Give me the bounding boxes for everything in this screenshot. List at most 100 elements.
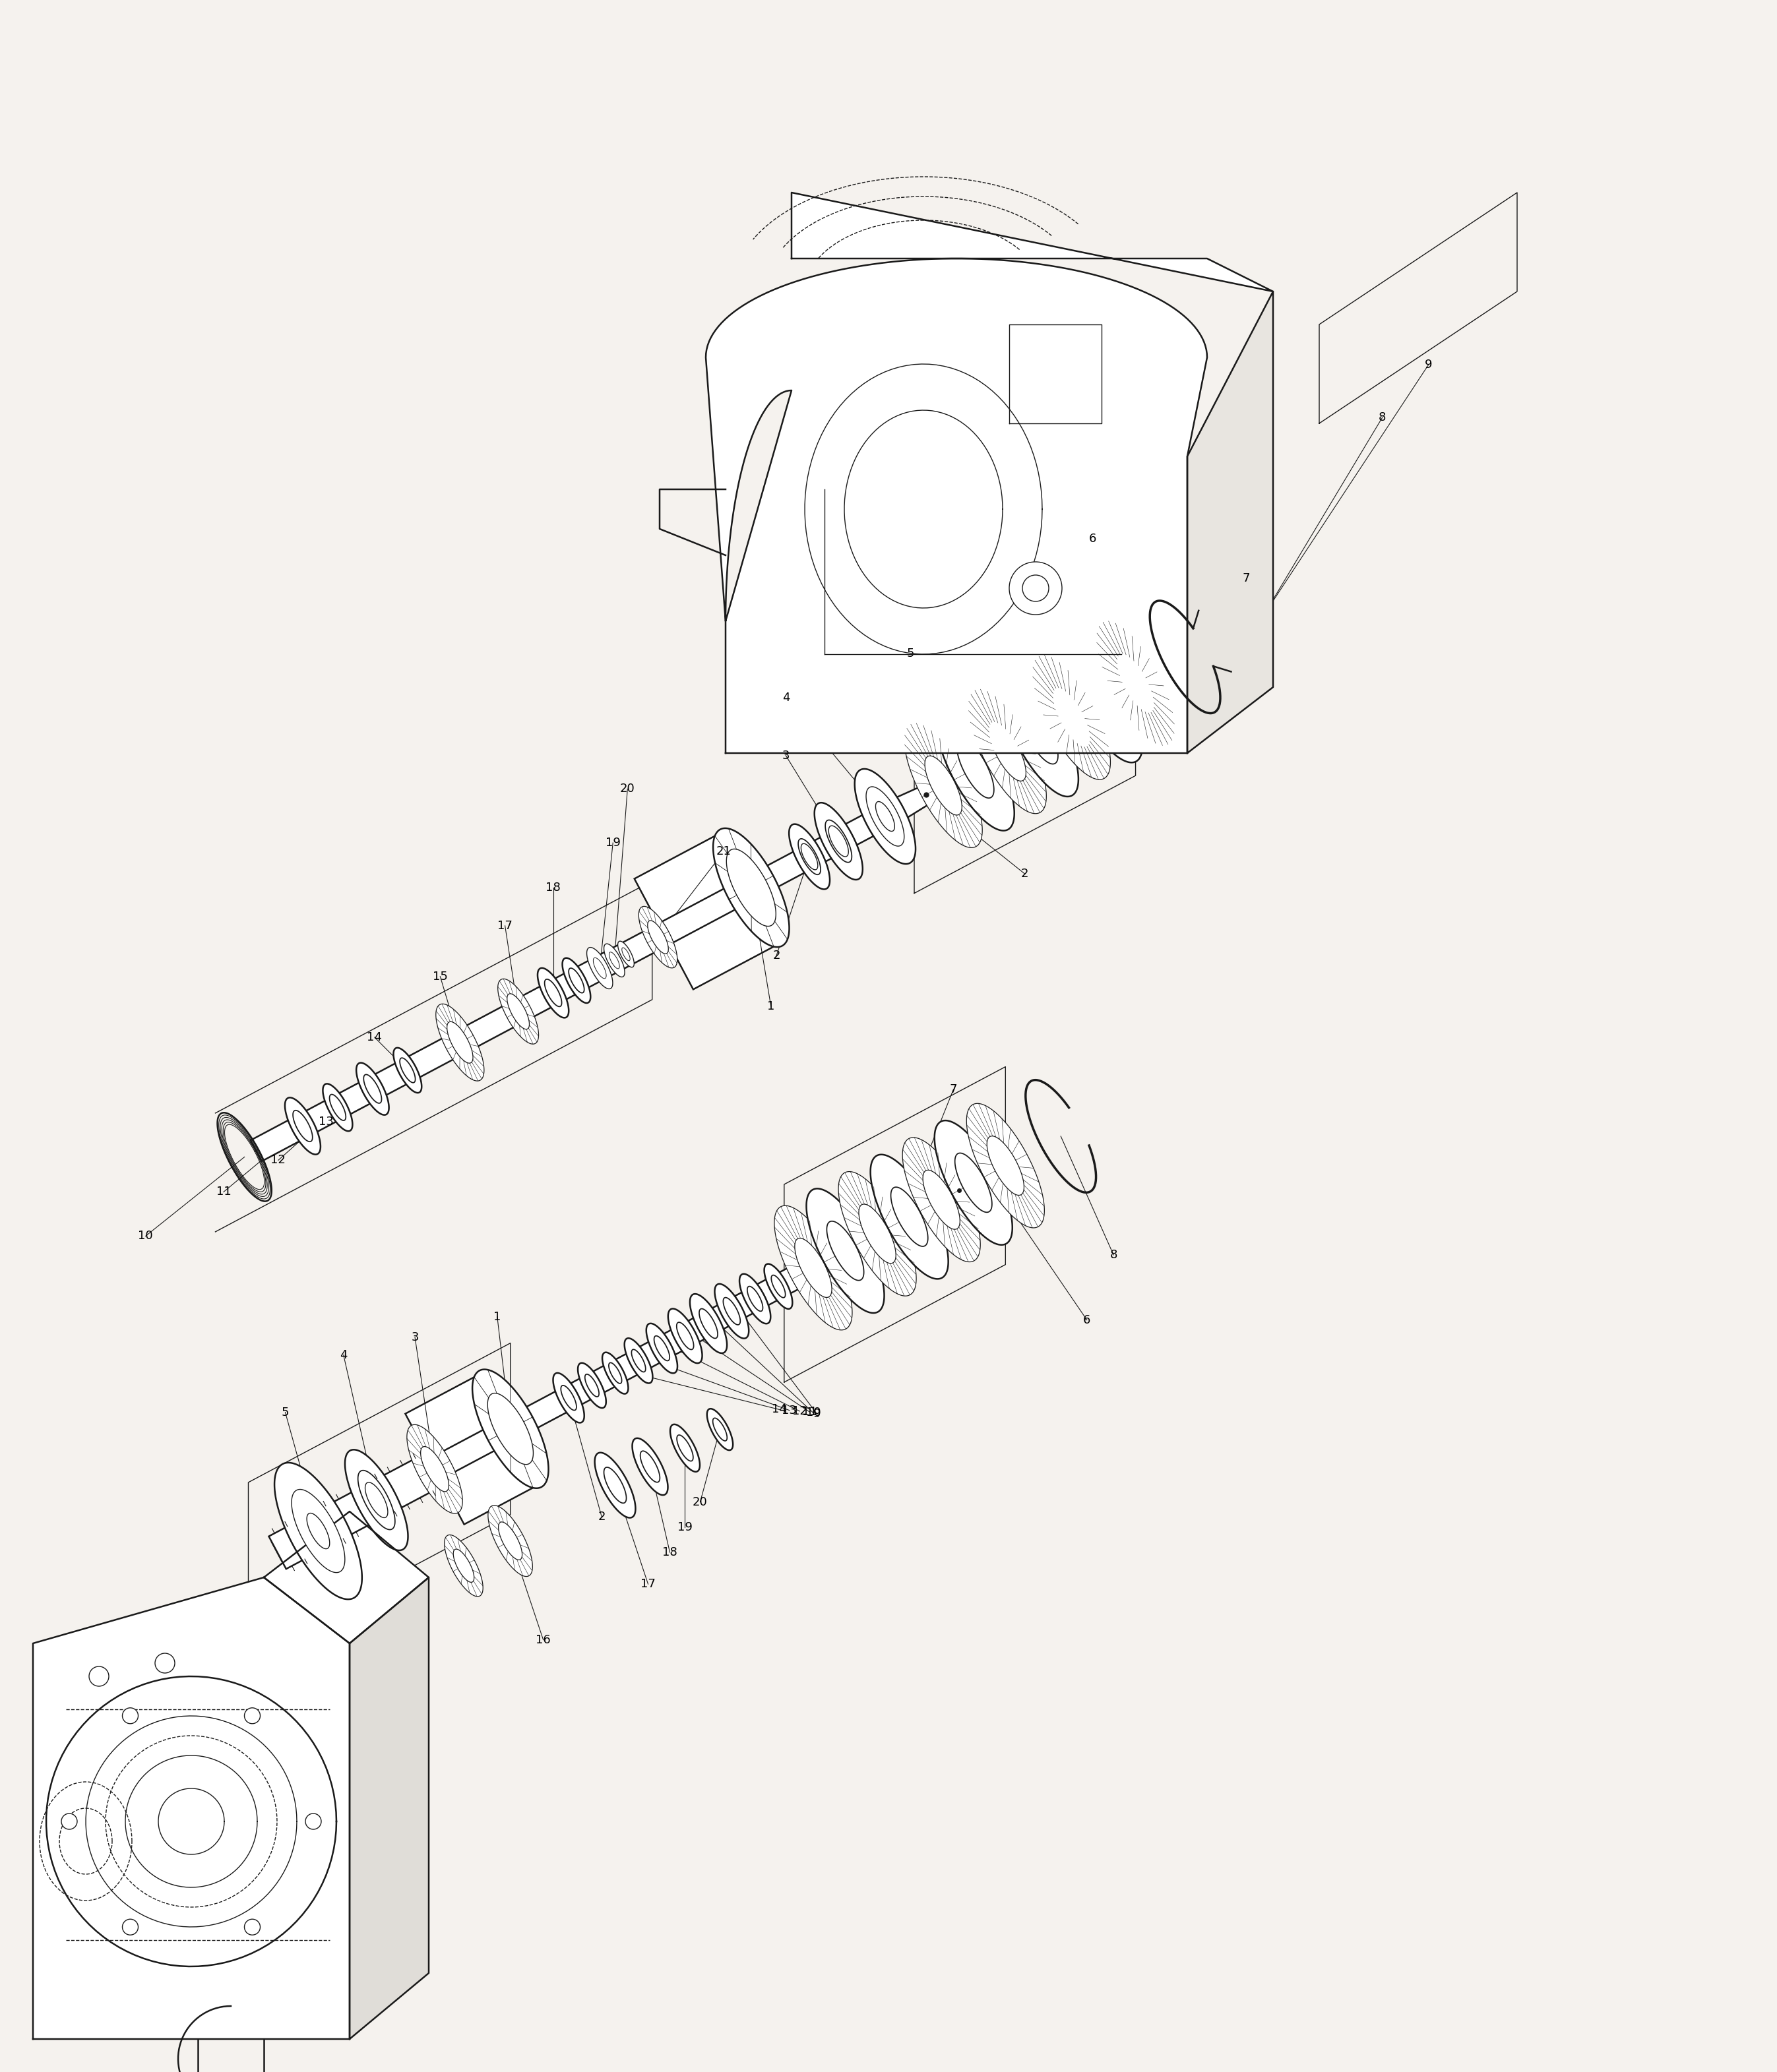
Polygon shape bbox=[739, 1274, 771, 1324]
Text: 1: 1 bbox=[768, 1001, 775, 1013]
Text: 20: 20 bbox=[620, 783, 634, 796]
Text: 2: 2 bbox=[597, 1510, 606, 1523]
Polygon shape bbox=[903, 1138, 981, 1262]
Polygon shape bbox=[707, 1409, 732, 1450]
Polygon shape bbox=[323, 1084, 352, 1131]
Polygon shape bbox=[284, 1098, 320, 1154]
Text: 8: 8 bbox=[1379, 412, 1386, 423]
Text: 17: 17 bbox=[640, 1579, 656, 1589]
Polygon shape bbox=[871, 1154, 949, 1278]
Polygon shape bbox=[350, 1577, 428, 2039]
Polygon shape bbox=[357, 1063, 389, 1115]
Polygon shape bbox=[670, 1423, 700, 1471]
Text: 17: 17 bbox=[498, 920, 512, 932]
Text: 3: 3 bbox=[410, 1330, 419, 1343]
Polygon shape bbox=[487, 1392, 533, 1465]
Polygon shape bbox=[791, 193, 1272, 292]
Polygon shape bbox=[631, 1349, 645, 1372]
Polygon shape bbox=[634, 833, 780, 988]
Polygon shape bbox=[291, 1490, 345, 1573]
Polygon shape bbox=[924, 756, 961, 814]
Polygon shape bbox=[855, 769, 915, 864]
Polygon shape bbox=[604, 1467, 626, 1502]
Text: 9: 9 bbox=[1425, 358, 1432, 371]
Polygon shape bbox=[698, 1310, 718, 1339]
Polygon shape bbox=[293, 1111, 313, 1142]
Polygon shape bbox=[453, 1550, 474, 1583]
Polygon shape bbox=[407, 1426, 462, 1513]
Polygon shape bbox=[967, 1104, 1045, 1229]
Polygon shape bbox=[594, 957, 606, 978]
Text: 2: 2 bbox=[1022, 868, 1029, 881]
Circle shape bbox=[1022, 576, 1048, 601]
Polygon shape bbox=[936, 707, 1015, 831]
Circle shape bbox=[245, 1707, 259, 1724]
Polygon shape bbox=[794, 1239, 832, 1297]
Polygon shape bbox=[364, 1481, 387, 1517]
Polygon shape bbox=[723, 1297, 741, 1324]
Polygon shape bbox=[713, 829, 789, 947]
Text: 21: 21 bbox=[716, 845, 732, 858]
Polygon shape bbox=[405, 1374, 540, 1525]
Text: 16: 16 bbox=[535, 1635, 551, 1645]
Polygon shape bbox=[473, 1370, 549, 1488]
Polygon shape bbox=[562, 957, 590, 1003]
Polygon shape bbox=[1032, 655, 1111, 779]
Circle shape bbox=[1009, 562, 1063, 615]
Text: 18: 18 bbox=[663, 1546, 677, 1558]
Text: 10: 10 bbox=[805, 1407, 821, 1419]
Polygon shape bbox=[272, 1196, 935, 1562]
Circle shape bbox=[123, 1707, 139, 1724]
Polygon shape bbox=[828, 827, 848, 856]
Text: 8: 8 bbox=[1111, 1249, 1118, 1262]
Polygon shape bbox=[1000, 671, 1079, 796]
Polygon shape bbox=[585, 1374, 599, 1397]
Polygon shape bbox=[789, 825, 830, 889]
Polygon shape bbox=[624, 1339, 652, 1384]
Polygon shape bbox=[1054, 688, 1089, 748]
Polygon shape bbox=[610, 953, 620, 970]
Polygon shape bbox=[771, 1274, 785, 1297]
Polygon shape bbox=[677, 1322, 693, 1349]
Circle shape bbox=[123, 1919, 139, 1935]
Text: 6: 6 bbox=[1089, 533, 1096, 545]
Polygon shape bbox=[34, 1577, 350, 2039]
Text: 11: 11 bbox=[801, 1407, 817, 1417]
Circle shape bbox=[306, 1813, 322, 1830]
Circle shape bbox=[89, 1666, 108, 1687]
Polygon shape bbox=[654, 1336, 670, 1361]
Polygon shape bbox=[807, 1189, 885, 1314]
Polygon shape bbox=[668, 1310, 702, 1363]
Text: 9: 9 bbox=[812, 1407, 821, 1419]
Text: 12: 12 bbox=[793, 1405, 807, 1417]
Text: 3: 3 bbox=[782, 750, 789, 760]
Text: 5: 5 bbox=[281, 1407, 290, 1417]
Polygon shape bbox=[1086, 671, 1121, 729]
Polygon shape bbox=[904, 723, 983, 847]
Polygon shape bbox=[892, 767, 970, 821]
Polygon shape bbox=[595, 1452, 636, 1519]
Polygon shape bbox=[578, 1363, 606, 1409]
Polygon shape bbox=[689, 1293, 727, 1353]
Polygon shape bbox=[544, 980, 562, 1007]
Polygon shape bbox=[865, 787, 904, 845]
Polygon shape bbox=[562, 1386, 576, 1411]
Polygon shape bbox=[935, 1121, 1013, 1245]
Text: 19: 19 bbox=[606, 837, 620, 850]
Polygon shape bbox=[364, 1075, 382, 1102]
Text: 7: 7 bbox=[949, 1084, 958, 1096]
Polygon shape bbox=[713, 1417, 727, 1440]
Text: 10: 10 bbox=[139, 1231, 153, 1241]
Polygon shape bbox=[498, 978, 538, 1044]
Polygon shape bbox=[553, 1374, 585, 1423]
Polygon shape bbox=[714, 1285, 748, 1339]
Polygon shape bbox=[890, 1187, 928, 1247]
Polygon shape bbox=[421, 1446, 450, 1492]
Polygon shape bbox=[814, 802, 862, 881]
Text: 19: 19 bbox=[677, 1521, 693, 1533]
Polygon shape bbox=[826, 1220, 864, 1280]
Polygon shape bbox=[506, 995, 530, 1030]
Text: 4: 4 bbox=[782, 692, 791, 704]
Text: 15: 15 bbox=[432, 970, 448, 982]
Circle shape bbox=[155, 1653, 174, 1672]
